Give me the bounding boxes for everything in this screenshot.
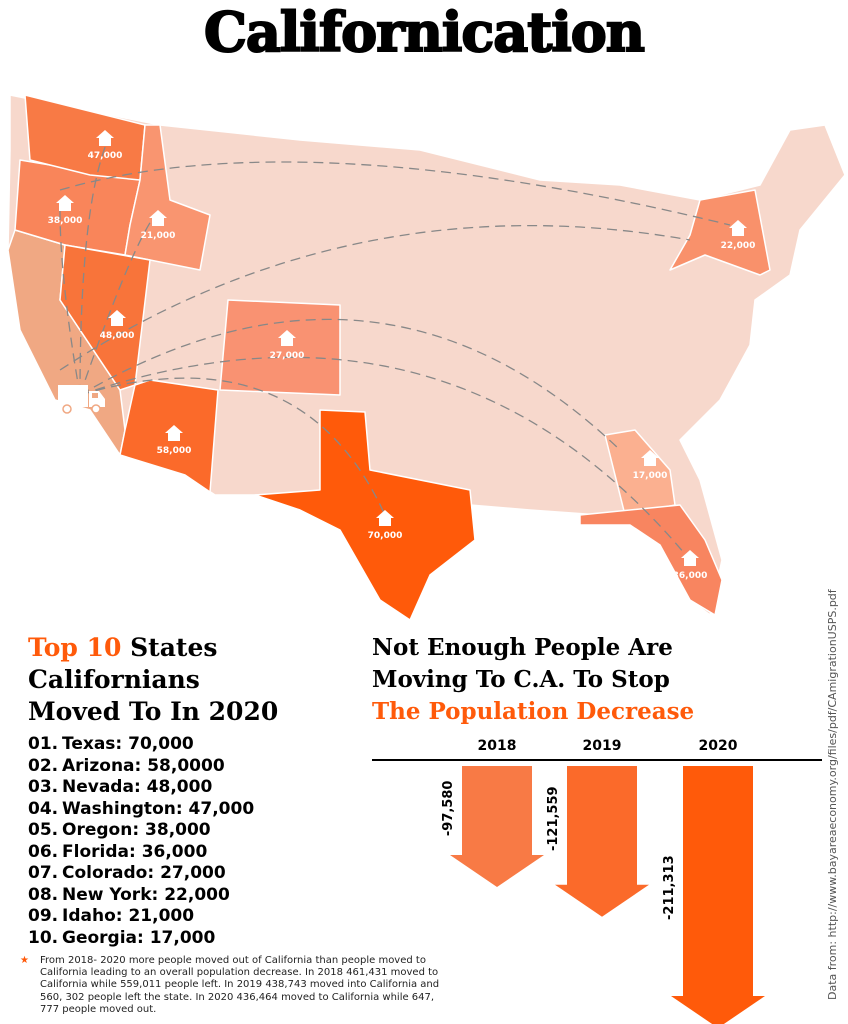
list-item: 02. Arizona: 58,0000 xyxy=(28,756,254,778)
rank: 04. xyxy=(28,798,59,819)
house-icon xyxy=(96,130,114,146)
rank: 06. xyxy=(28,841,59,862)
state-count: New York: 22,000 xyxy=(62,884,230,905)
state-new-york[interactable] xyxy=(669,189,771,276)
migration-paths xyxy=(59,134,731,561)
rank: 03. xyxy=(28,777,59,797)
state-label-idaho: 21,000 xyxy=(141,210,176,241)
list-item: 05. Oregon: 38,000 xyxy=(28,820,254,842)
house-icon xyxy=(641,450,659,466)
rank: 09. xyxy=(28,906,59,926)
house-icon xyxy=(729,220,747,236)
top10-list: 01. Texas: 70,000 02. Arizona: 58,0000 03. Ne… xyxy=(28,734,254,949)
state-georgia[interactable] xyxy=(604,429,676,516)
state-value: 17,000 xyxy=(633,471,668,481)
state-count: Texas: 70,000 xyxy=(62,734,194,754)
list-item: 04. Washington: 47,000 xyxy=(28,799,254,821)
heading-line: Moved To In 2020 xyxy=(28,697,279,726)
list-item: 07. Colorado: 27,000 xyxy=(28,863,254,885)
list-item: 01. Texas: 70,000 xyxy=(28,734,254,756)
state-label-colorado: 27,000 xyxy=(270,330,305,361)
year-label: 2018 xyxy=(478,738,517,754)
state-count: Arizona: 58,0000 xyxy=(62,755,225,776)
state-label-nevada: 48,000 xyxy=(100,310,135,341)
house-icon xyxy=(681,550,699,566)
rank: 10. xyxy=(28,927,59,948)
rank: 02. xyxy=(28,755,59,776)
list-item: 08. New York: 22,000 xyxy=(28,885,254,907)
house-icon xyxy=(56,195,74,211)
footnote-text: From 2018- 2020 more people moved out of… xyxy=(40,955,440,1015)
state-value: 38,000 xyxy=(48,216,83,226)
heading-text: States xyxy=(121,633,218,662)
page-title: Californication xyxy=(203,0,646,65)
heading-line: Californians xyxy=(28,665,200,694)
list-item: 10. Georgia: 17,000 xyxy=(28,928,254,950)
state-label-arizona: 58,000 xyxy=(157,425,192,456)
state-value: 21,000 xyxy=(141,231,176,241)
top10-heading: Top 10 States Californians Moved To In 2… xyxy=(28,632,278,728)
bar-arrow-2020 xyxy=(671,766,765,1024)
state-count: Washington: 47,000 xyxy=(62,798,255,819)
state-value: 70,000 xyxy=(368,531,403,541)
state-value: 27,000 xyxy=(270,351,305,361)
state-label-new-york: 22,000 xyxy=(721,220,756,251)
state-value: 47,000 xyxy=(88,151,123,161)
state-label-florida: 36,000 xyxy=(673,550,708,581)
chart-heading: Not Enough People Are Moving To C.A. To … xyxy=(372,632,694,728)
population-chart: 2018 -97,580 2019 -121,559 2020 -211,313 xyxy=(372,738,822,1024)
state-count: Colorado: 27,000 xyxy=(62,863,226,883)
truck-icon xyxy=(58,385,105,414)
list-item: 09. Idaho: 21,000 xyxy=(28,906,254,928)
state-value: 36,000 xyxy=(673,571,708,581)
bar-arrow-2018 xyxy=(450,766,544,887)
list-item: 03. Nevada: 48,000 xyxy=(28,777,254,799)
rank: 07. xyxy=(28,863,59,883)
state-value: 22,000 xyxy=(721,241,756,251)
state-count: Oregon: 38,000 xyxy=(62,820,211,840)
footnote: ★ From 2018- 2020 more people moved out … xyxy=(20,955,440,1016)
heading-line: The Population Decrease xyxy=(372,698,695,725)
state-nevada[interactable] xyxy=(59,244,151,391)
state-idaho[interactable] xyxy=(124,124,211,271)
rank: 08. xyxy=(28,884,59,905)
house-icon xyxy=(278,330,296,346)
year-label: 2019 xyxy=(583,738,622,754)
value-label: -97,580 xyxy=(441,781,456,837)
house-icon xyxy=(149,210,167,226)
us-map: 47,000 38,000 21,000 48,000 58,000 27,000 70,0… xyxy=(7,94,846,621)
state-washington[interactable] xyxy=(24,94,146,181)
state-count: Idaho: 21,000 xyxy=(62,906,195,926)
house-icon xyxy=(376,510,394,526)
state-label-oregon: 38,000 xyxy=(48,195,83,226)
heading-line: Moving To C.A. To Stop xyxy=(372,666,670,693)
state-count: Georgia: 17,000 xyxy=(62,927,216,948)
state-count: Nevada: 48,000 xyxy=(62,777,213,797)
house-icon xyxy=(165,425,183,441)
value-label: -211,313 xyxy=(662,855,677,920)
star-icon: ★ xyxy=(20,955,29,966)
year-label: 2020 xyxy=(699,738,738,754)
list-item: 06. Florida: 36,000 xyxy=(28,842,254,864)
source-text: Data from: http://www.bayareaeconomy.org… xyxy=(826,589,839,1000)
heading-accent: Top 10 xyxy=(28,633,122,662)
state-value: 58,000 xyxy=(157,446,192,456)
state-count: Florida: 36,000 xyxy=(62,841,208,862)
value-label: -121,559 xyxy=(546,786,561,851)
state-label-washington: 47,000 xyxy=(88,130,123,161)
rank: 01. xyxy=(28,734,59,754)
state-colorado[interactable] xyxy=(219,299,341,396)
state-florida[interactable] xyxy=(579,504,723,616)
rank: 05. xyxy=(28,820,59,840)
heading-line: Not Enough People Are xyxy=(372,634,673,661)
state-texas[interactable] xyxy=(254,409,476,621)
house-icon xyxy=(108,310,126,326)
state-label-texas: 70,000 xyxy=(368,510,403,541)
bar-arrow-2019 xyxy=(555,766,649,917)
state-label-georgia: 17,000 xyxy=(633,450,668,481)
state-value: 48,000 xyxy=(100,331,135,341)
